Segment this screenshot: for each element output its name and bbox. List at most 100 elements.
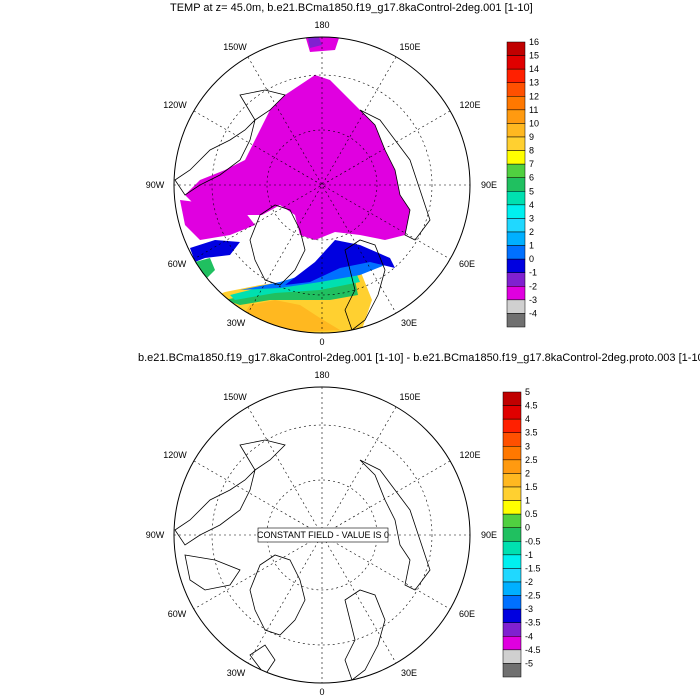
cb2-label-4: 3: [525, 441, 530, 451]
cb2-label-16: -3: [525, 604, 533, 614]
cb2-label-12: -1: [525, 550, 533, 560]
cb2-label-13: -1.5: [525, 563, 541, 573]
cb1-label-2: 14: [529, 64, 539, 74]
cb1-swatch-14: [506, 231, 526, 246]
cb2-swatch-10: [502, 527, 522, 542]
alaska-coast: [239, 89, 286, 121]
cb2-label-6: 2: [525, 468, 530, 478]
cb1-label-11: 5: [529, 186, 534, 196]
bering-purple: [308, 37, 322, 48]
cb2-label-14: -2: [525, 577, 533, 587]
cb2-label-2: 4: [525, 414, 530, 424]
cb1-label-9: 7: [529, 159, 534, 169]
cb1-label-7: 9: [529, 132, 534, 142]
p2-lon-180: 180: [314, 370, 329, 380]
p2-lon-150e: 150E: [399, 392, 420, 402]
cb1-label-19: -3: [529, 295, 537, 305]
cb1-label-10: 6: [529, 173, 534, 183]
cb1-label-6: 10: [529, 118, 539, 128]
cb2-label-3: 3.5: [525, 428, 538, 438]
cb1-swatch-2: [506, 68, 526, 83]
p2-alaska-coast: [239, 439, 286, 471]
p2-lon-60e: 60E: [459, 609, 475, 619]
cb2-swatch-0: [502, 391, 522, 406]
cb2-swatch-13: [502, 568, 522, 583]
cb1-label-12: 4: [529, 200, 534, 210]
cb2-swatch-4: [502, 446, 522, 461]
cb1-swatch-11: [506, 191, 526, 206]
cb1-label-15: 1: [529, 241, 534, 251]
cb2-swatch-17: [502, 622, 522, 637]
p2-scandinavia-coast: [344, 589, 386, 681]
cb1-swatch-7: [506, 136, 526, 151]
cb2-label-19: -4.5: [525, 645, 541, 655]
p2-siberia-coast: [359, 459, 431, 591]
cb2-swatch-19: [502, 649, 522, 664]
cb2-swatch-20: [502, 663, 522, 678]
p2-lon-120e: 120E: [459, 450, 480, 460]
panel2-colorbar: 5 4.5 4 3.5 3 2.5 2 1.5 1 0.5 0 -0.5 -1 -1.5 -2 -2.5 -3 -…: [502, 387, 541, 678]
cb2-swatch-15: [502, 595, 522, 610]
cb1-label-18: -2: [529, 281, 537, 291]
constant-field-box: [257, 527, 389, 543]
cb2-swatch-7: [502, 486, 522, 501]
cb2-swatch-16: [502, 608, 522, 623]
north-america-coast: [174, 118, 256, 196]
cb2-swatch-11: [502, 541, 522, 556]
atlantic-darkblue-band: [285, 240, 395, 285]
p2-baffin-coast: [184, 554, 241, 591]
cb2-swatch-3: [502, 432, 522, 447]
panel1-title: TEMP at z= 45.0m, b.e21.BCma1850.f19_g17…: [170, 2, 533, 14]
cb1-swatch-4: [506, 96, 526, 111]
cb2-label-5: 2.5: [525, 455, 538, 465]
panel1-graticule: [174, 37, 470, 333]
cb2-swatch-8: [502, 500, 522, 515]
p2-lon-120w: 120W: [163, 450, 187, 460]
p1-lon-150e: 150E: [399, 42, 420, 52]
cb1-swatch-13: [506, 218, 526, 233]
cb1-swatch-15: [506, 245, 526, 260]
cb1-swatch-17: [506, 272, 526, 287]
p1-lon-90w: 90W: [146, 180, 165, 190]
cb1-swatch-6: [506, 123, 526, 138]
p1-lon-150w: 150W: [223, 42, 247, 52]
cb1-swatch-10: [506, 177, 526, 192]
p1-lon-60e: 60E: [459, 259, 475, 269]
cb1-swatch-19: [506, 299, 526, 314]
baffin-cold: [180, 200, 255, 240]
p2-lon-90e: 90E: [481, 530, 497, 540]
cb1-swatch-16: [506, 258, 526, 273]
greenland-coast: [249, 204, 306, 286]
p2-lon-60w: 60W: [168, 609, 187, 619]
cb1-swatch-20: [506, 313, 526, 328]
cb1-label-13: 3: [529, 213, 534, 223]
cb1-swatch-5: [506, 109, 526, 124]
cb2-label-8: 1: [525, 496, 530, 506]
p2-greenland-coast: [249, 554, 306, 636]
p1-lon-60w: 60W: [168, 259, 187, 269]
cb1-label-4: 12: [529, 91, 539, 101]
p1-lon-180: 180: [314, 20, 329, 30]
cb2-swatch-9: [502, 513, 522, 528]
cb1-label-1: 15: [529, 51, 539, 61]
panel2-title: b.e21.BCma1850.f19_g17.8kaControl-2deg.0…: [138, 352, 700, 364]
cb1-swatch-0: [506, 41, 526, 56]
p1-lon-90e: 90E: [481, 180, 497, 190]
p2-lon-90w: 90W: [146, 530, 165, 540]
cb2-swatch-14: [502, 581, 522, 596]
cb1-swatch-9: [506, 163, 526, 178]
cb1-label-0: 16: [529, 37, 539, 47]
cb1-label-14: 2: [529, 227, 534, 237]
p1-lon-0: 0: [319, 337, 324, 347]
arctic-cold-region: [185, 75, 410, 240]
cb2-swatch-12: [502, 554, 522, 569]
p1-lon-30e: 30E: [401, 318, 417, 328]
p2-lon-30w: 30W: [227, 668, 246, 678]
cb1-swatch-18: [506, 286, 526, 301]
p1-lon-120e: 120E: [459, 100, 480, 110]
p2-lon-30e: 30E: [401, 668, 417, 678]
cb2-label-18: -4: [525, 631, 533, 641]
cb2-label-7: 1.5: [525, 482, 538, 492]
